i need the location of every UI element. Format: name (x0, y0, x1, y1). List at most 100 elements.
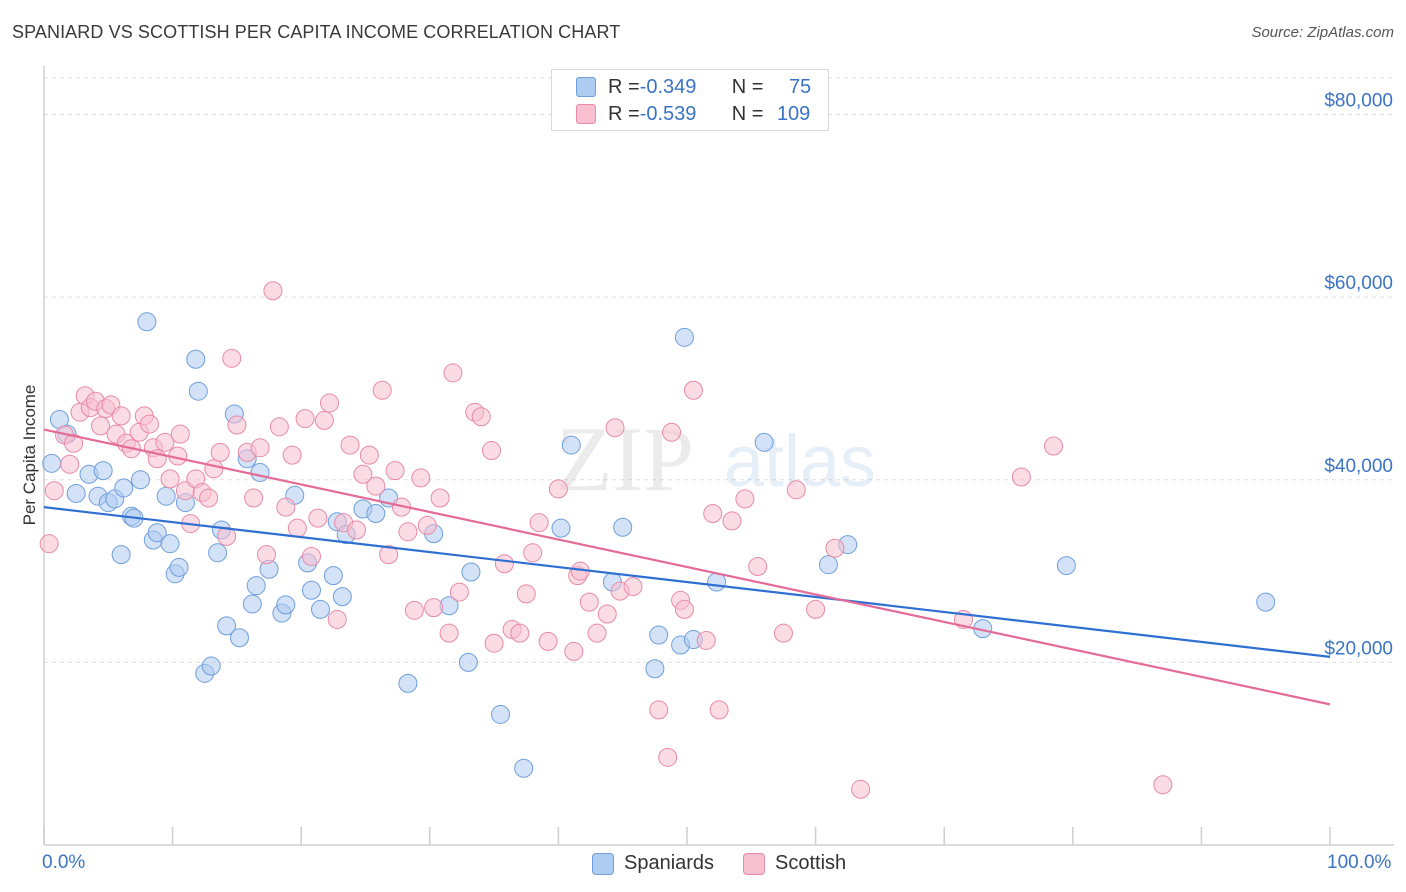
scottish-point (340, 435, 360, 455)
scottish-point (623, 577, 643, 597)
scottish-point (276, 497, 296, 517)
scottish-point (359, 445, 379, 465)
scottish-point (658, 747, 678, 767)
scottish-point (372, 380, 392, 400)
scottish-point (411, 468, 431, 488)
scottish-point (696, 630, 716, 650)
spaniards-point (674, 327, 694, 347)
scottish-point (579, 592, 599, 612)
scottish-point (529, 513, 549, 533)
scottish-swatch (576, 104, 596, 124)
scottish-point (250, 438, 270, 458)
scottish-point (735, 489, 755, 509)
y-tick-label: $80,000 (1324, 91, 1393, 112)
scottish-point (494, 554, 514, 574)
scottish-point (385, 461, 405, 481)
correlation-legend: R = -0.349 N = 75 R = -0.539 N = 109 (551, 69, 829, 131)
scottish-point (825, 538, 845, 558)
scottish-point (722, 511, 742, 531)
scottish-point (327, 609, 347, 629)
scottish-point (366, 476, 386, 496)
scottish-point (287, 518, 307, 538)
scottish-point (510, 623, 530, 643)
n-label: N = (731, 102, 769, 125)
spaniards-swatch (576, 77, 596, 97)
scottish-point (1153, 775, 1173, 795)
spaniards-point (754, 432, 774, 452)
scottish-point (227, 415, 247, 435)
scottish-point (404, 600, 424, 620)
legend-row-scottish: R = -0.539 N = 109 (576, 102, 810, 126)
spaniards-point (551, 518, 571, 538)
scottish-point (60, 454, 80, 474)
chart-title: SPANIARD VS SCOTTISH PER CAPITA INCOME C… (12, 22, 621, 42)
scottish-point (773, 623, 793, 643)
scottish-point (703, 504, 723, 524)
scottish-point (44, 481, 64, 501)
spaniards-point (514, 758, 534, 778)
r-label: R = (608, 75, 640, 98)
spaniards-point (310, 599, 330, 619)
legend-row-spaniards: R = -0.349 N = 75 (576, 75, 811, 99)
spaniards-point (461, 562, 481, 582)
trend-lines (43, 428, 1331, 706)
y-tick-label: $20,000 (1324, 638, 1393, 659)
spaniards-point (156, 486, 176, 506)
scottish-point (379, 545, 399, 565)
spaniards-point (246, 576, 266, 596)
scottish-point (430, 488, 450, 508)
spaniards-point (130, 470, 150, 490)
scottish-point (662, 422, 682, 442)
scottish-point (155, 432, 175, 452)
spaniards-point (186, 349, 206, 369)
spaniards-point (66, 483, 86, 503)
scottish-point (605, 418, 625, 438)
series-scottish (39, 281, 1173, 799)
scottish-point (806, 599, 826, 619)
scottish-swatch (743, 852, 765, 875)
spaniards-point (276, 595, 296, 615)
data-points (39, 281, 1276, 799)
scottish-point (597, 604, 617, 624)
scottish-point (210, 442, 230, 462)
scottish-point (417, 515, 437, 535)
scottish-point (244, 488, 264, 508)
spaniards-point (93, 461, 113, 481)
scottish-point (748, 557, 768, 577)
scottish-point (482, 441, 502, 461)
legend-item-scottish[interactable]: Scottish (743, 852, 846, 875)
scottish-point (1011, 467, 1031, 487)
spaniards-point (160, 534, 180, 554)
spaniards-point (649, 625, 669, 645)
r-label: R = (608, 102, 640, 125)
scottish-point (449, 582, 469, 602)
y-tick-labels: $20,000 $40,000 $60,000 $80,000 (1324, 91, 1393, 660)
spaniards-point (323, 566, 343, 586)
scottish-point (649, 700, 669, 720)
scottish-point (256, 545, 276, 565)
scottish-point (319, 393, 339, 413)
scottish-point (424, 598, 444, 618)
y-tick-label: $60,000 (1324, 273, 1393, 294)
scottish-point (674, 599, 694, 619)
scottish-point (587, 623, 607, 643)
spaniards-point (818, 555, 838, 575)
scottish-point (564, 641, 584, 661)
scottish-point (786, 480, 806, 500)
spaniards-point (366, 504, 386, 524)
scottish-point (263, 281, 283, 301)
x-tick-max: 100.0% (1327, 852, 1392, 873)
spaniards-point (217, 616, 237, 636)
scottish-point (199, 488, 219, 508)
scottish-point (538, 631, 558, 651)
scottish-point (314, 410, 334, 430)
scottish-point (851, 779, 871, 799)
watermark: ZIP atlas (556, 408, 876, 510)
spaniards-point (645, 659, 665, 679)
legend-item-spaniards[interactable]: Spaniards (592, 852, 714, 875)
n-value: 109 (776, 102, 811, 125)
legend-label-scottish: Scottish (775, 852, 847, 874)
scottish-point (222, 348, 242, 368)
spaniards-point (42, 453, 62, 473)
